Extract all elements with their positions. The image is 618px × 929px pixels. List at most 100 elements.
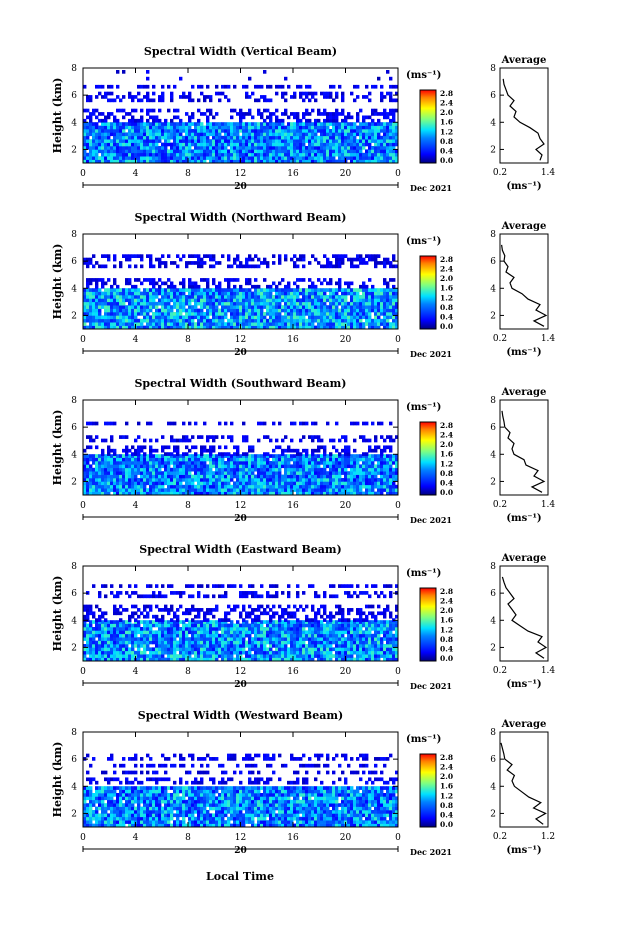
heatmap-cell bbox=[290, 467, 294, 472]
heatmap-cell bbox=[137, 457, 141, 462]
heatmap-cell bbox=[242, 312, 246, 316]
heatmap-cell bbox=[146, 315, 150, 320]
heatmap-cell bbox=[305, 298, 309, 303]
heatmap-cell bbox=[302, 301, 306, 306]
heatmap-cell bbox=[167, 84, 171, 89]
heatmap-cell bbox=[371, 318, 375, 323]
heatmap-cell bbox=[293, 308, 297, 313]
heatmap-cell bbox=[302, 115, 306, 120]
heatmap-cell bbox=[386, 139, 390, 143]
heatmap-cell bbox=[92, 108, 96, 113]
heatmap-cell bbox=[224, 132, 228, 137]
heatmap-cell bbox=[158, 657, 162, 662]
heatmap-cell bbox=[242, 481, 246, 486]
heatmap-cell bbox=[308, 325, 312, 330]
heatmap-cell bbox=[188, 152, 192, 157]
x-tick-label: 8 bbox=[185, 501, 191, 511]
heatmap-cell bbox=[293, 264, 297, 269]
heatmap-cell bbox=[152, 448, 156, 453]
heatmap-cell bbox=[329, 464, 333, 469]
heatmap-cell bbox=[194, 461, 198, 465]
heatmap-cell bbox=[239, 315, 243, 320]
y-tick-label: 2 bbox=[71, 477, 77, 487]
heatmap-cell bbox=[191, 254, 195, 258]
heatmap-cell bbox=[320, 132, 324, 137]
heatmap-cell bbox=[155, 122, 159, 126]
heatmap-cell bbox=[221, 122, 225, 126]
heatmap-cell bbox=[338, 308, 342, 313]
heatmap-cell bbox=[125, 257, 129, 262]
heatmap-cell bbox=[383, 152, 387, 157]
heatmap-cell bbox=[281, 291, 285, 296]
heatmap-cell bbox=[227, 325, 231, 330]
heatmap-cell bbox=[293, 132, 297, 137]
heatmap-cell bbox=[161, 261, 165, 265]
heatmap-cell bbox=[107, 288, 111, 292]
heatmap-cell bbox=[92, 152, 96, 157]
heatmap-cell bbox=[257, 122, 261, 126]
heatmap-cell bbox=[125, 325, 129, 330]
heatmap-cell bbox=[140, 281, 144, 286]
heatmap-cell bbox=[89, 325, 93, 330]
heatmap-cell bbox=[380, 112, 384, 116]
heatmap-cell bbox=[167, 301, 171, 306]
heatmap-cell bbox=[221, 295, 225, 299]
heatmap-cell bbox=[188, 291, 192, 296]
heatmap-cell bbox=[122, 146, 126, 150]
heatmap-cell bbox=[137, 84, 141, 89]
heatmap-cell bbox=[179, 118, 183, 123]
heatmap-cell bbox=[389, 308, 393, 313]
heatmap-cell bbox=[296, 318, 300, 323]
heatmap-cell bbox=[236, 152, 240, 157]
heatmap-cell bbox=[308, 135, 312, 140]
heatmap-cell bbox=[227, 484, 231, 489]
heatmap-cell bbox=[191, 115, 195, 120]
colorbar-tick-label: 0.0 bbox=[440, 322, 453, 331]
heatmap-cell bbox=[341, 325, 345, 330]
heatmap-cell bbox=[200, 452, 204, 456]
heatmap-cell bbox=[158, 125, 162, 130]
heatmap-cell bbox=[293, 471, 297, 475]
heatmap-cell bbox=[140, 305, 144, 309]
heatmap-cell bbox=[365, 152, 369, 157]
heatmap-cell bbox=[140, 264, 144, 269]
heatmap-cell bbox=[293, 312, 297, 316]
heatmap-cell bbox=[167, 288, 171, 292]
heatmap-cell bbox=[107, 84, 111, 89]
heatmap-cell bbox=[146, 464, 150, 469]
heatmap-cell bbox=[128, 139, 132, 143]
heatmap-cell bbox=[104, 149, 108, 154]
heatmap-cell bbox=[146, 322, 150, 326]
heatmap-cell bbox=[188, 295, 192, 299]
heatmap-cell bbox=[269, 295, 273, 299]
heatmap-cell bbox=[158, 654, 162, 658]
heatmap-cell bbox=[137, 454, 141, 458]
heatmap-cell bbox=[128, 474, 132, 479]
heatmap-cell bbox=[272, 149, 276, 154]
heatmap-cell bbox=[329, 318, 333, 323]
heatmap-cell bbox=[311, 657, 315, 662]
heatmap-cell bbox=[257, 464, 261, 469]
heatmap-cell bbox=[188, 488, 192, 492]
heatmap-cell bbox=[185, 312, 189, 316]
heatmap-cell bbox=[152, 288, 156, 292]
heatmap-cell bbox=[245, 84, 249, 89]
heatmap-cell bbox=[152, 152, 156, 157]
y-tick-label: 6 bbox=[71, 257, 77, 267]
heatmap-cell bbox=[128, 159, 132, 164]
heatmap-cell bbox=[392, 454, 396, 458]
heatmap-cell bbox=[194, 281, 198, 286]
heatmap-cell bbox=[323, 142, 327, 147]
heatmap-cell bbox=[356, 115, 360, 120]
heatmap-cell bbox=[200, 149, 204, 154]
heatmap-cell bbox=[392, 132, 396, 137]
heatmap-cell bbox=[311, 122, 315, 126]
heatmap-cell bbox=[101, 118, 105, 123]
heatmap-cell bbox=[134, 288, 138, 292]
heatmap-cell bbox=[98, 481, 102, 486]
heatmap-cell bbox=[257, 491, 261, 496]
heatmap-cell bbox=[125, 484, 129, 489]
heatmap-cell bbox=[329, 264, 333, 269]
heatmap-cell bbox=[209, 139, 213, 143]
heatmap-cell bbox=[233, 149, 237, 154]
